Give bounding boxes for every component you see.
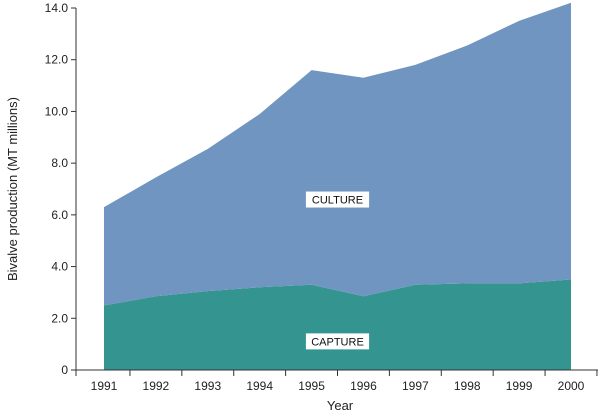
series-label-capture: CAPTURE	[311, 336, 364, 348]
x-tick-label: 1999	[506, 379, 533, 393]
x-tick-label: 1995	[298, 379, 325, 393]
y-tick-label: 10.0	[45, 104, 69, 118]
y-tick-label: 4.0	[51, 260, 68, 274]
series-label-culture: CULTURE	[312, 195, 363, 207]
y-axis-title: Bivalve production (MT millions)	[5, 97, 20, 281]
y-tick-label: 0	[61, 363, 68, 377]
y-tick-label: 14.0	[45, 1, 69, 15]
x-tick-label: 1997	[402, 379, 429, 393]
x-axis-title: Year	[327, 398, 354, 413]
series-label-box-culture	[305, 191, 370, 208]
y-tick-label: 6.0	[51, 208, 68, 222]
x-tick-label: 1993	[194, 379, 221, 393]
y-tick-label: 8.0	[51, 156, 68, 170]
x-tick-label: 1994	[246, 379, 273, 393]
area-group	[104, 2, 571, 370]
area-capture	[104, 279, 571, 370]
x-axis-ticks: 1991 1992 1993 1994 1995 1996 1997 1998 1999 2000	[75, 370, 598, 393]
y-axis-ticks: 0 2.0 4.0 6.0 8.0 10.0 12.0 14.0	[45, 1, 76, 377]
x-tick-label: 1992	[143, 379, 170, 393]
series-label-box-capture	[305, 333, 370, 350]
x-tick-label: 1996	[350, 379, 377, 393]
y-tick-label: 12.0	[45, 53, 69, 67]
x-tick-label: 1998	[454, 379, 481, 393]
area-culture	[104, 2, 571, 306]
y-tick-label: 2.0	[51, 311, 68, 325]
x-tick-label: 2000	[558, 379, 585, 393]
x-tick-label: 1991	[91, 379, 118, 393]
series-labels: CAPTURE CULTURE	[305, 191, 370, 350]
